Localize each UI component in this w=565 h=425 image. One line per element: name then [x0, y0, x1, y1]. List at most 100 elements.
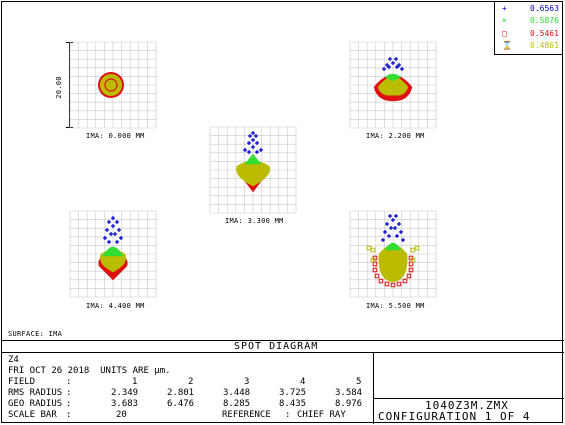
field-label-1: IMA: 0.000 MM: [86, 132, 145, 140]
ray-square-mark: [390, 282, 396, 288]
spot-green: [244, 153, 262, 165]
ray-plus-mark: [387, 234, 391, 238]
footer-title: SPOT DIAGRAM: [234, 341, 319, 352]
lens-name: Z4: [8, 355, 19, 365]
scale-bar-label: 20.00: [54, 76, 63, 99]
ray-plus-mark: [111, 216, 115, 220]
legend-label-1: 0.5876: [530, 16, 559, 25]
geo-row-value-4: 8.435: [279, 399, 307, 409]
ray-plus-mark: [395, 65, 399, 69]
date-line: FRI OCT 26 2018 UNITS ARE µm.: [8, 366, 171, 376]
ray-plus-mark: [113, 232, 117, 236]
ray-plus-mark: [111, 224, 115, 228]
rms-row-value-2: 2.801: [167, 388, 195, 398]
legend-symbol-3: ⌛: [502, 41, 512, 50]
ray-square-mark: [410, 257, 416, 263]
file-name: 1040Z3M.ZMX: [425, 399, 509, 412]
legend-symbol-1: ×: [502, 16, 507, 25]
ray-plus-mark: [251, 131, 255, 135]
ray-plus-mark: [251, 138, 255, 142]
ray-plus-mark: [107, 240, 111, 244]
reference-label: REFERENCE: [222, 410, 271, 420]
surface-label: SURFACE: IMA: [8, 330, 63, 338]
spot-yellow: [100, 74, 122, 96]
ray-plus-mark: [381, 238, 385, 242]
ray-plus-mark: [387, 65, 391, 69]
ray-plus-mark: [247, 141, 251, 145]
panel-grid: [209, 126, 297, 214]
legend-label-2: 0.5461: [530, 29, 559, 38]
legend-symbol-2: □: [502, 29, 507, 38]
geo-row-value-3: 8.285: [223, 399, 251, 409]
ray-square-mark: [366, 245, 372, 251]
ray-square-mark: [370, 247, 376, 253]
ray-plus-mark: [394, 214, 398, 218]
ray-plus-mark: [393, 226, 397, 230]
legend-label-3: 0.4861: [530, 41, 559, 50]
field-label-2: IMA: 2.200 MM: [366, 132, 425, 140]
field-row-value-3: 3: [244, 377, 250, 387]
legend-symbol-0: +: [502, 4, 507, 13]
ray-plus-mark: [400, 67, 404, 71]
ray-plus-mark: [119, 236, 123, 240]
ray-plus-mark: [391, 61, 395, 65]
ray-plus-mark: [391, 218, 395, 222]
ray-plus-mark: [247, 150, 251, 154]
spot-yellow: [378, 244, 408, 283]
ray-plus-mark: [248, 134, 252, 138]
rms-row-value-4: 3.725: [279, 388, 307, 398]
rms-row-value-3: 3.448: [223, 388, 251, 398]
geo-row-value-1: 3.683: [111, 399, 139, 409]
field-row-sep: :: [66, 377, 72, 387]
spot-green: [384, 242, 402, 251]
ray-plus-mark: [385, 222, 389, 226]
ray-square-mark: [370, 257, 376, 263]
rms-row-sep: :: [66, 388, 72, 398]
ray-plus-mark: [389, 226, 393, 230]
geo-row-label: GEO RADIUS: [8, 399, 63, 409]
field-label-3: IMA: 3.300 MM: [225, 217, 284, 225]
ray-plus-mark: [103, 236, 107, 240]
configuration: CONFIGURATION 1 OF 4: [378, 410, 531, 423]
ray-plus-mark: [115, 220, 119, 224]
ray-plus-mark: [399, 230, 403, 234]
ray-square-mark: [414, 245, 420, 251]
ray-plus-mark: [107, 220, 111, 224]
rms-row-value-5: 3.584: [335, 388, 363, 398]
ray-plus-mark: [382, 67, 386, 71]
ray-plus-mark: [255, 141, 259, 145]
spot-panel-2: [349, 41, 437, 129]
ray-plus-mark: [254, 134, 258, 138]
rms-row-value-1: 2.349: [111, 388, 139, 398]
ray-plus-mark: [251, 145, 255, 149]
reference-sep: :: [285, 410, 291, 420]
ray-plus-mark: [397, 63, 401, 67]
spot-yellow: [236, 160, 270, 187]
ray-plus-mark: [395, 234, 399, 238]
spot-green: [102, 246, 124, 257]
rms-row-label: RMS RADIUS: [8, 388, 63, 398]
ray-plus-mark: [383, 230, 387, 234]
ray-plus-mark: [397, 222, 401, 226]
spot-green: [384, 73, 402, 82]
ray-plus-mark: [109, 232, 113, 236]
scale-row-value: 20: [116, 410, 127, 420]
field-row-label: FIELD: [8, 377, 36, 387]
geo-row-sep: :: [66, 399, 72, 409]
field-label-4: IMA: 4.400 MM: [86, 302, 145, 310]
ray-square-mark: [372, 267, 378, 273]
ray-square-mark: [378, 278, 384, 284]
legend-box: [494, 1, 563, 55]
legend-label-0: 0.6563: [530, 4, 559, 13]
ray-square-mark: [374, 273, 380, 279]
ray-plus-mark: [259, 148, 263, 152]
spot-panel-3: [209, 126, 297, 214]
field-row-value-4: 4: [300, 377, 306, 387]
ray-square-mark: [408, 267, 414, 273]
ray-plus-mark: [243, 148, 247, 152]
ray-square-mark: [396, 281, 402, 287]
ray-square-mark: [406, 273, 412, 279]
